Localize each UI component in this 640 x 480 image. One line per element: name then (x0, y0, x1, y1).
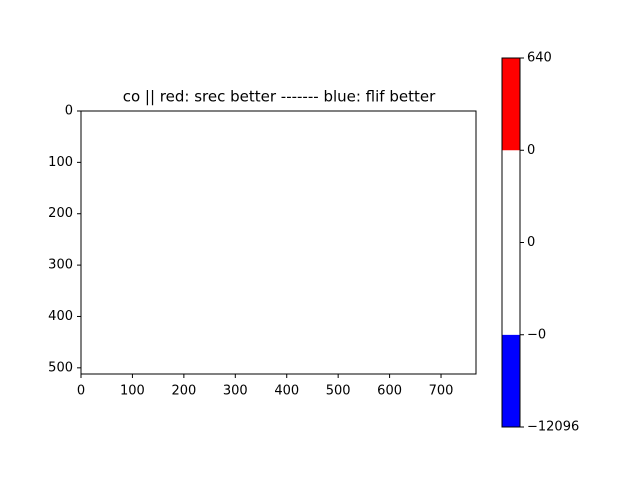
x-tick-label: 100 (120, 384, 145, 399)
colorbar-segment (502, 150, 520, 243)
y-tick-label: 200 (48, 206, 73, 221)
colorbar-segment (502, 242, 520, 335)
y-tick-label: 100 (48, 155, 73, 170)
x-tick-label: 200 (171, 384, 196, 399)
colorbar-tick-label: 0 (527, 143, 535, 158)
colorbar-tick-label: −0 (527, 327, 546, 342)
colorbar-segment (502, 58, 520, 151)
x-tick-label: 600 (377, 384, 402, 399)
colorbar-tick-label: 0 (527, 235, 535, 250)
chart-title: co || red: srec better ------- blue: fli… (123, 88, 436, 106)
image-area (80, 110, 477, 375)
y-tick-label: 300 (48, 258, 73, 273)
x-tick-label: 400 (274, 384, 299, 399)
x-tick-label: 0 (77, 384, 85, 399)
x-tick-label: 700 (429, 384, 454, 399)
colorbar-tick-label: −12096 (527, 420, 579, 435)
x-tick-label: 300 (223, 384, 248, 399)
y-tick-label: 0 (65, 104, 73, 119)
colorbar-segment (502, 334, 520, 427)
colorbar-tick-label: 640 (527, 51, 552, 66)
y-tick-label: 400 (48, 309, 73, 324)
y-tick-label: 500 (48, 360, 73, 375)
x-tick-label: 500 (326, 384, 351, 399)
